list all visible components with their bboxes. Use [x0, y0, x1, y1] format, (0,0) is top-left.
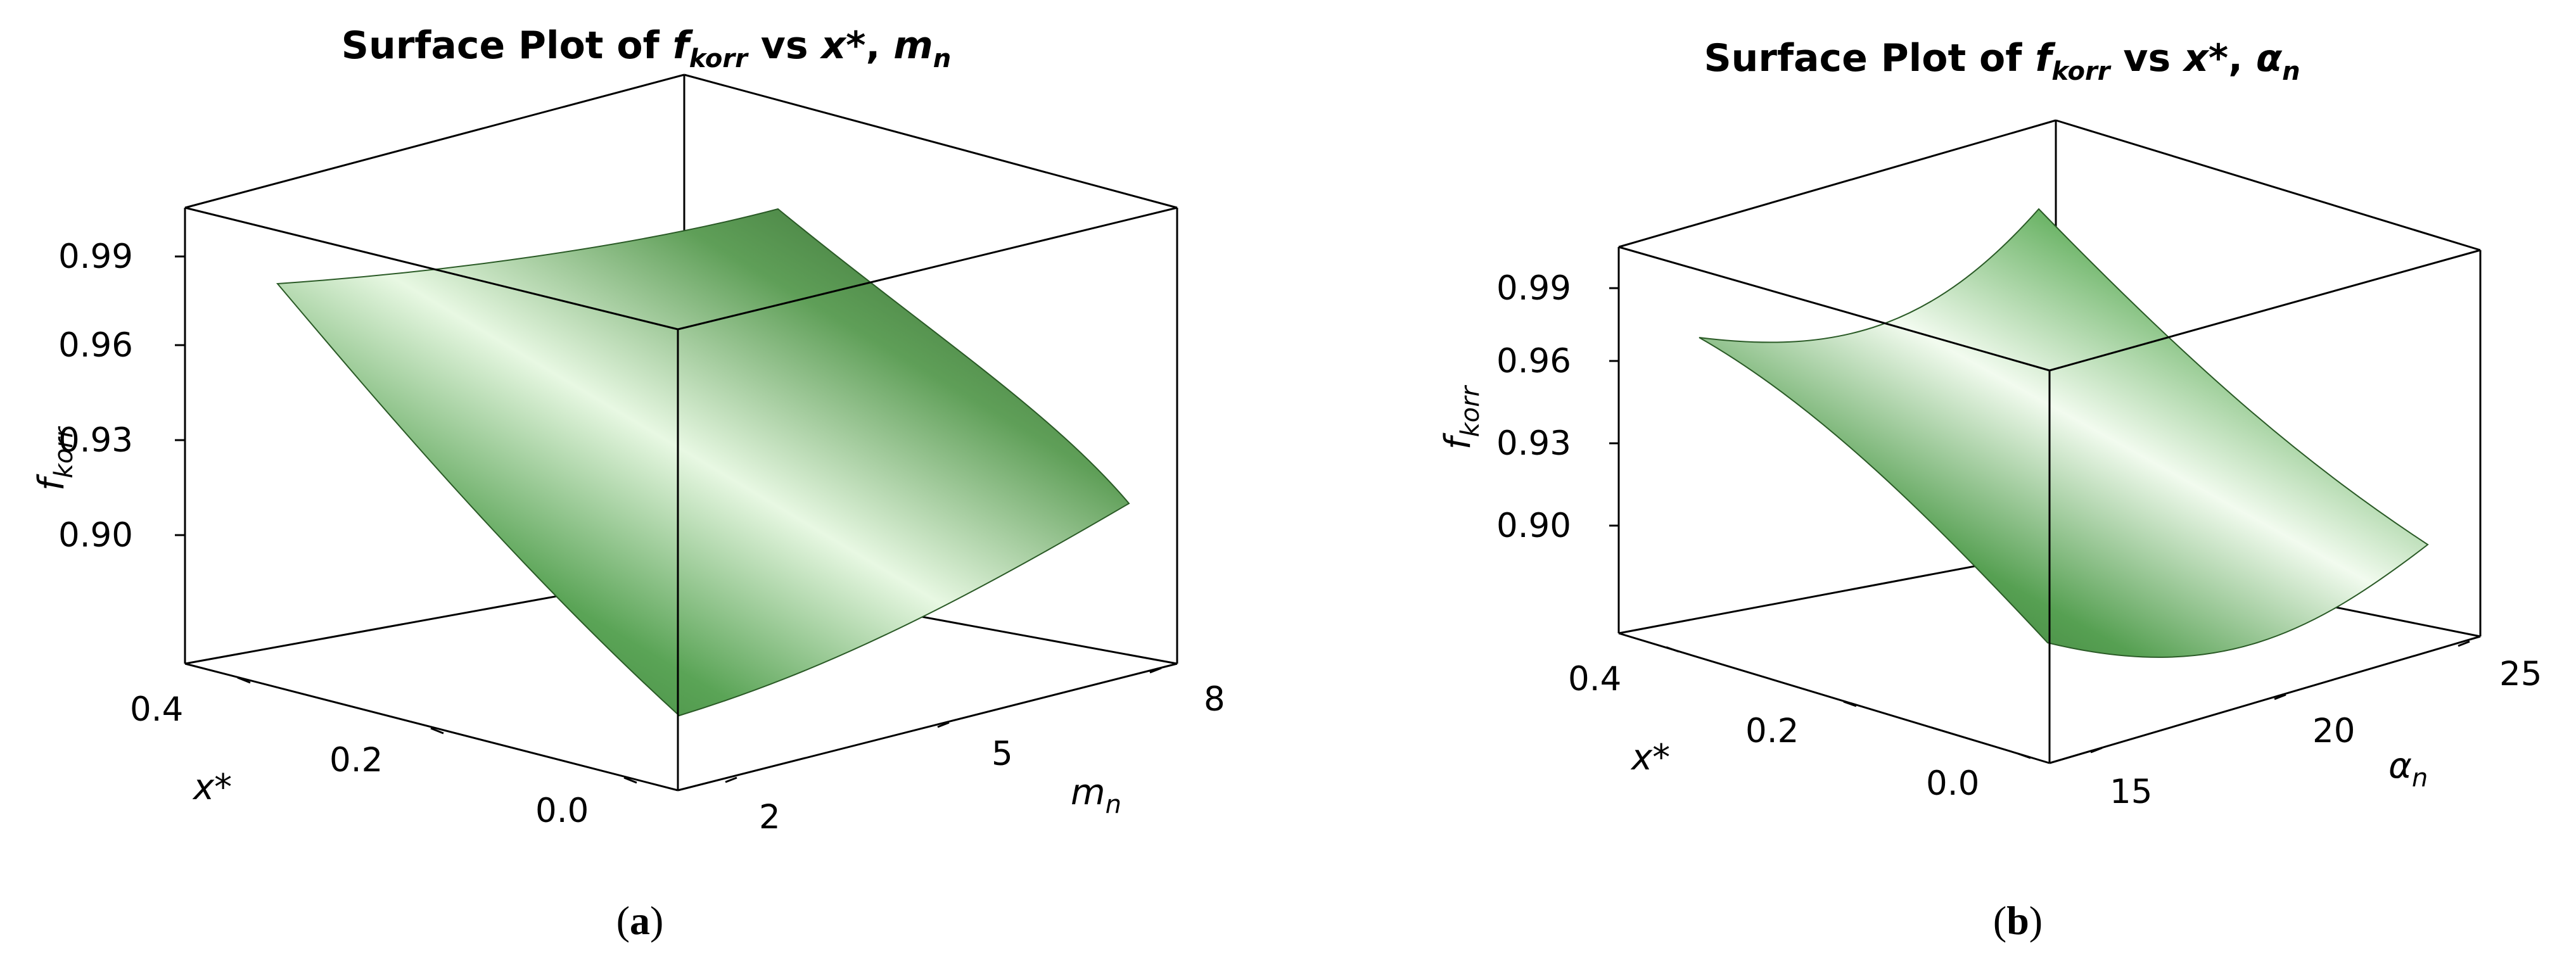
y-tick-label: 15 — [2110, 773, 2152, 811]
axis-box-front-a — [184, 206, 1178, 792]
x-axis-a: 0.4 0.2 0.0 x* — [130, 676, 637, 830]
z-tick-label: 0.99 — [1496, 269, 1571, 308]
surface-b — [1699, 208, 2429, 658]
z-tick-label: 0.90 — [1496, 507, 1571, 545]
z-tick-label: 0.99 — [58, 237, 133, 276]
z-tick-label: 0.93 — [58, 421, 133, 460]
x-axis-b: 0.4 0.2 0.0 x* — [1568, 646, 2031, 803]
x-tick-label: 0.0 — [535, 792, 589, 830]
y-tick-label: 25 — [2499, 655, 2542, 693]
y-tick-label: 8 — [1204, 680, 1225, 719]
x-axis-label-b: x* — [1630, 737, 1670, 778]
y-axis-a: 2 5 8 mn — [725, 667, 1225, 837]
y-axis-label-b: αn — [2388, 745, 2428, 793]
y-tick-label: 5 — [992, 735, 1013, 773]
z-tick-label: 0.93 — [1496, 424, 1571, 463]
x-tick-label: 0.2 — [1745, 712, 1799, 750]
chart-title-b: Surface Plot of fkorr vs x*, αn — [1704, 36, 2300, 86]
z-axis-label-b: fkorr — [1438, 384, 1485, 450]
y-axis-b: 15 20 25 αn — [2090, 640, 2542, 811]
x-tick-label: 0.4 — [130, 690, 183, 729]
x-tick-label: 0.0 — [1926, 764, 1979, 803]
x-axis-label-a: x* — [192, 767, 232, 808]
caption-a: (a) — [616, 898, 664, 943]
z-axis-b: 0.99 0.96 0.93 0.90 fkorr — [1438, 269, 1619, 545]
surface-a — [276, 208, 1130, 717]
chart-panel-a: Surface Plot of fkorr vs x*, mn — [31, 23, 1225, 943]
x-tick-label: 0.2 — [329, 741, 383, 780]
x-tick-label: 0.4 — [1568, 660, 1621, 698]
z-tick-label: 0.96 — [58, 326, 133, 365]
y-axis-label-a: mn — [1071, 772, 1121, 819]
z-tick-label: 0.90 — [58, 516, 133, 555]
caption-b: (b) — [1993, 898, 2043, 943]
y-tick-label: 20 — [2312, 712, 2355, 750]
axis-box-front-b — [1618, 246, 2482, 764]
z-tick-label: 0.96 — [1496, 342, 1571, 381]
z-axis-label-a: fkorr — [31, 426, 79, 491]
z-axis-a: 0.99 0.96 0.93 0.90 fkorr — [31, 237, 185, 555]
chart-title-a: Surface Plot of fkorr vs x*, mn — [341, 23, 951, 73]
chart-panel-b: Surface Plot of fkorr vs x*, αn — [1438, 36, 2542, 943]
y-tick-label: 2 — [759, 798, 781, 837]
